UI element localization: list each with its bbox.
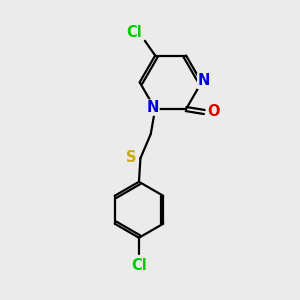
Text: S: S bbox=[126, 150, 137, 165]
Text: Cl: Cl bbox=[131, 258, 147, 273]
Text: N: N bbox=[198, 73, 210, 88]
Text: N: N bbox=[147, 100, 159, 115]
Text: O: O bbox=[207, 104, 219, 119]
Text: Cl: Cl bbox=[127, 25, 142, 40]
